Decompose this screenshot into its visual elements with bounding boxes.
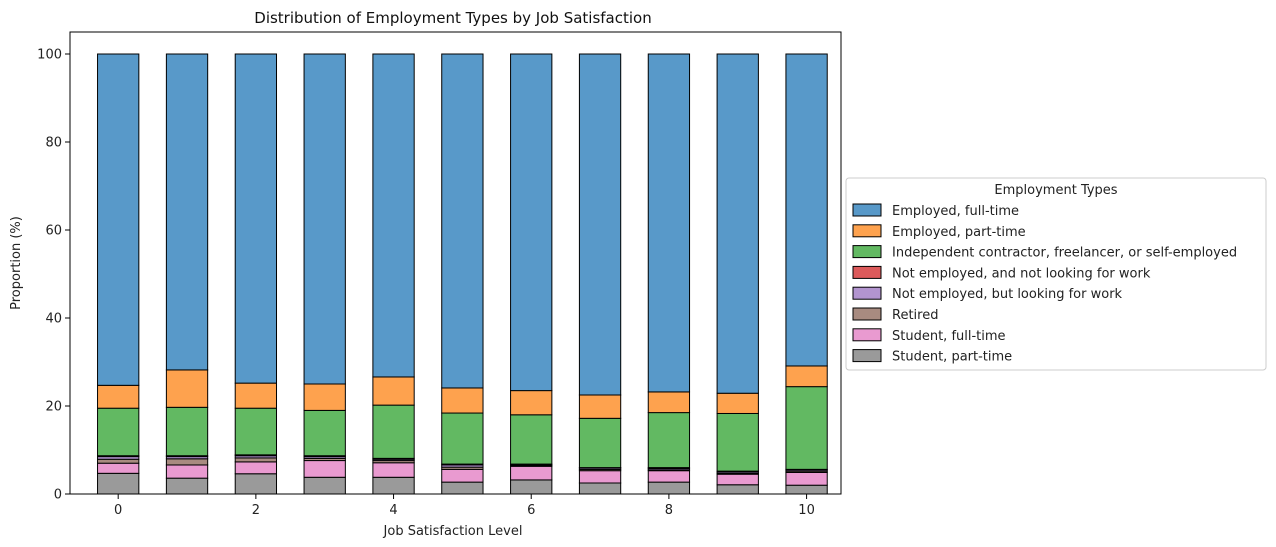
bar-segment xyxy=(372,476,415,495)
y-axis-label: Proportion (%) xyxy=(9,216,24,310)
y-tick-label: 100 xyxy=(37,48,62,63)
bar-segment xyxy=(97,462,140,474)
y-axis-ticks: 0 20 40 60 80 100 xyxy=(37,48,70,503)
legend-swatch xyxy=(852,286,882,300)
x-tick-label: 2 xyxy=(252,503,260,518)
x-tick-label: 6 xyxy=(527,503,535,518)
bar-segment xyxy=(441,481,484,495)
bar-segment xyxy=(234,461,278,475)
bar-segment xyxy=(510,414,553,465)
bar-segment xyxy=(234,473,278,495)
bar-segment xyxy=(234,407,278,456)
legend-swatch xyxy=(852,349,882,363)
bar-segment xyxy=(303,383,346,411)
bar-segment xyxy=(785,365,828,388)
legend-label: Employed, part-time xyxy=(892,225,1026,240)
bar-segment xyxy=(510,479,553,495)
legend-swatch xyxy=(852,224,882,238)
legend-swatch xyxy=(852,307,882,321)
bar-segment xyxy=(647,53,691,393)
legend-label: Not employed, and not looking for work xyxy=(892,266,1151,281)
bar-segment xyxy=(303,409,346,457)
legend-label: Employed, full-time xyxy=(892,204,1019,219)
legend-label: Independent contractor, freelancer, or s… xyxy=(892,246,1237,261)
legend-swatch xyxy=(852,328,882,342)
bar-segment xyxy=(441,53,484,389)
bar-segment xyxy=(165,369,209,408)
bar-segment xyxy=(716,412,759,472)
bar-segment xyxy=(165,53,209,371)
bar-segment xyxy=(97,53,140,386)
legend-label: Student, full-time xyxy=(892,329,1006,344)
y-tick-label: 0 xyxy=(54,488,62,503)
bar-segment xyxy=(785,53,828,367)
bar-segment xyxy=(578,470,622,484)
bar-segment xyxy=(510,390,553,416)
bar-segment xyxy=(510,465,553,481)
legend: Employment Types Employed, full-timeEmpl… xyxy=(845,177,1267,371)
bar-segment xyxy=(165,458,209,466)
x-tick-label: 4 xyxy=(389,503,397,518)
y-tick-label: 80 xyxy=(45,136,62,151)
x-tick-label: 8 xyxy=(665,503,673,518)
bar-segment xyxy=(234,457,278,463)
bar-segment xyxy=(647,470,691,483)
x-axis-ticks: 0 2 4 6 8 10 xyxy=(114,494,815,518)
bar-segment xyxy=(785,484,828,495)
bar-segment xyxy=(97,407,140,457)
legend-label: Not employed, but looking for work xyxy=(892,287,1123,302)
legend-swatch xyxy=(852,245,882,259)
bar-segment xyxy=(303,460,346,478)
bar-segment xyxy=(303,476,346,495)
legend-items: Employed, full-time Employed, part-time In… xyxy=(852,203,1237,365)
legend-swatch xyxy=(852,265,882,279)
bar-segment xyxy=(234,382,278,409)
bar-segment xyxy=(441,387,484,414)
bars-group xyxy=(97,53,828,495)
legend-label: Student, part-time xyxy=(892,350,1012,365)
bar-segment xyxy=(372,376,415,406)
bar-segment xyxy=(647,481,691,495)
y-tick-label: 60 xyxy=(45,224,62,239)
bar-segment xyxy=(785,471,828,486)
x-tick-label: 10 xyxy=(798,503,815,518)
bar-segment xyxy=(165,477,209,495)
bar-segment xyxy=(716,53,759,394)
bar-segment xyxy=(97,458,140,464)
bar-segment xyxy=(578,394,622,419)
bar-segment xyxy=(578,482,622,495)
bar-segment xyxy=(647,391,691,414)
bar-segment xyxy=(441,412,484,465)
bar-segment xyxy=(578,53,622,396)
bar-segment xyxy=(165,406,209,457)
bar-segment xyxy=(97,384,140,409)
bar-segment xyxy=(372,53,415,378)
bar-segment xyxy=(372,404,415,459)
legend-label: Retired xyxy=(892,308,938,323)
legend-swatch xyxy=(852,203,882,217)
bar-segment xyxy=(441,468,484,483)
chart-title: Distribution of Employment Types by Job … xyxy=(254,9,651,27)
y-tick-label: 20 xyxy=(45,400,62,415)
bar-segment xyxy=(716,473,759,486)
bar-segment xyxy=(785,386,828,470)
y-tick-label: 40 xyxy=(45,312,62,327)
legend-title: Employment Types xyxy=(994,183,1117,198)
bar-segment xyxy=(372,462,415,478)
bar-segment xyxy=(510,53,553,392)
bar-segment xyxy=(165,464,209,479)
bar-segment xyxy=(716,484,759,495)
x-tick-label: 0 xyxy=(114,503,122,518)
bar-segment xyxy=(303,53,346,385)
bar-segment xyxy=(716,392,759,414)
bar-segment xyxy=(647,412,691,469)
x-axis-label: Job Satisfaction Level xyxy=(383,524,523,539)
bar-segment xyxy=(97,472,140,495)
bar-segment xyxy=(234,53,278,384)
bar-segment xyxy=(578,417,622,469)
legend-frame xyxy=(845,177,1267,371)
